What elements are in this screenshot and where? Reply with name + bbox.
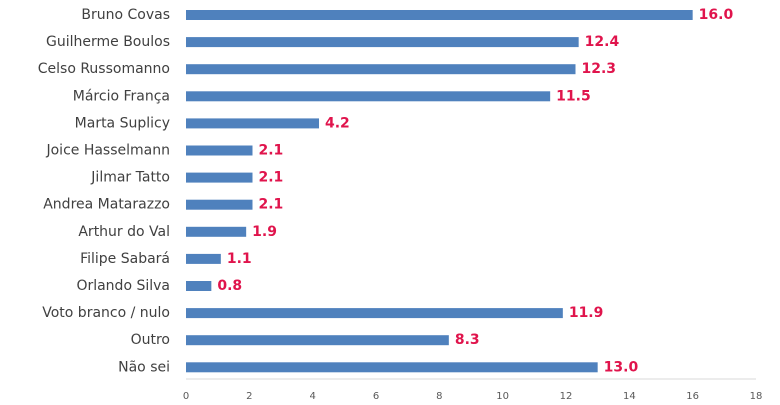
value-label: 2.1 (259, 143, 284, 159)
category-label: Marta Suplicy (75, 115, 170, 131)
category-label: Voto branco / nulo (42, 305, 170, 321)
x-tick-label: 10 (496, 391, 509, 402)
bar (186, 253, 221, 264)
bar (186, 145, 253, 156)
value-label: 12.3 (582, 61, 617, 77)
value-labels: 16.0 12.4 12.3 11.5 4.2 2.1 2.1 2.1 1.91.1 0.8 11.… (217, 7, 733, 375)
value-label: 11.9 (569, 305, 604, 321)
category-labels: Bruno Covas Guilherme Boulos Celso Russoma… (38, 7, 170, 375)
category-label: Guilherme Boulos (46, 34, 170, 50)
bar (186, 10, 693, 20)
value-label: 13.0 (604, 359, 639, 375)
x-tick-label: 14 (623, 391, 636, 402)
category-label: Outro (131, 332, 170, 348)
value-label: 16.0 (699, 7, 734, 23)
category-label: Márcio França (73, 88, 170, 104)
x-tick-label: 18 (750, 391, 763, 402)
value-label: 12.4 (585, 34, 620, 50)
value-label: 8.3 (455, 332, 480, 348)
x-tick-label: 4 (309, 391, 315, 402)
value-label: 11.5 (556, 88, 591, 104)
bar (186, 64, 576, 75)
category-label: Jilmar Tatto (90, 170, 170, 186)
bar (186, 37, 579, 48)
x-tick-label: 12 (560, 391, 573, 402)
category-label: Arthur do Val (78, 224, 170, 240)
bar (186, 362, 598, 373)
value-label: 2.1 (259, 197, 284, 213)
bar (186, 172, 253, 183)
category-label: Orlando Silva (76, 278, 170, 294)
value-label: 1.9 (252, 224, 277, 240)
bar (186, 199, 253, 210)
bar (186, 118, 319, 129)
x-tick-label: 16 (686, 391, 699, 402)
bar (186, 281, 212, 291)
bars (186, 10, 693, 373)
bar (186, 226, 247, 237)
value-label: 2.1 (259, 170, 284, 186)
value-label: 4.2 (325, 115, 350, 131)
x-tick-label: 8 (436, 391, 442, 402)
category-label: Andrea Matarazzo (43, 197, 170, 213)
value-label: 1.1 (227, 251, 252, 267)
x-tick-label: 0 (183, 391, 189, 402)
category-label: Bruno Covas (81, 7, 170, 23)
category-label: Joice Hasselmann (45, 143, 170, 159)
x-tick-label: 6 (373, 391, 379, 402)
category-label: Filipe Sabará (80, 251, 170, 267)
bar (186, 308, 563, 319)
bar (186, 91, 551, 102)
x-tick-label: 2 (246, 391, 252, 402)
x-tick-labels: 0 2 4 6 8 10 12 14 16 18 (183, 391, 763, 402)
category-label: Celso Russomanno (38, 61, 170, 77)
value-label: 0.8 (217, 278, 242, 294)
bar (186, 335, 449, 346)
category-label: Não sei (118, 359, 170, 375)
